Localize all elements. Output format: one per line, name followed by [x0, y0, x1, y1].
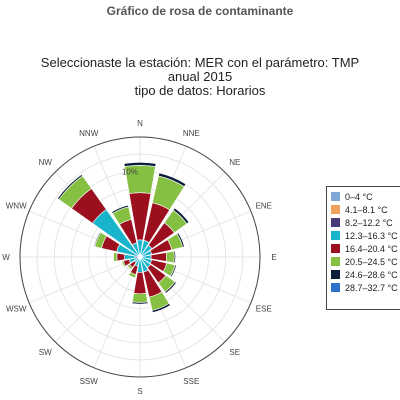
direction-label-nw: NW	[39, 158, 53, 167]
legend-item[interactable]: 28.7–32.7 °C	[331, 281, 400, 294]
legend-swatch	[331, 270, 340, 279]
direction-label-ene: ENE	[256, 202, 272, 211]
direction-label-wsw: WSW	[6, 304, 27, 313]
legend-swatch	[331, 205, 340, 214]
wind-bar-ne-series-6	[172, 207, 190, 225]
legend-item[interactable]: 16.4–20.4 °C	[331, 242, 400, 255]
direction-label-n: N	[137, 119, 143, 128]
direction-label-sw: SW	[39, 348, 52, 357]
legend-item[interactable]: 8.2–12.2 °C	[331, 216, 400, 229]
legend-swatch	[331, 244, 340, 253]
legend-swatch	[331, 192, 340, 201]
wind-bar-n-series-6	[123, 161, 157, 167]
wind-bar-w-series-6	[112, 252, 115, 262]
grid-spoke	[54, 256, 141, 343]
wind-bar-w-series-4	[116, 252, 126, 262]
wind-bar-s-series-6	[131, 301, 149, 305]
legend-label: 24.6–28.6 °C	[345, 269, 398, 280]
direction-label-ese: ESE	[256, 304, 272, 313]
wind-bar-s-series-5	[132, 292, 148, 303]
legend-label: 0–4 °C	[345, 191, 373, 202]
legend-swatch	[331, 257, 340, 266]
direction-label-ssw: SSW	[80, 377, 99, 386]
chart-legend: 0–4 °C 4.1–8.1 °C 8.2–12.2 °C 12.3–16.3 °C 1…	[326, 186, 400, 310]
legend-swatch	[331, 218, 340, 227]
direction-label-nne: NNE	[183, 129, 200, 138]
wind-bar-sse-series-6	[151, 303, 171, 313]
legend-label: 16.4–20.4 °C	[345, 243, 398, 254]
wind-bar-e-series-6	[173, 250, 176, 264]
legend-label: 28.7–32.7 °C	[345, 282, 398, 293]
wind-bar-ssw-series-6	[127, 274, 136, 279]
wind-bar-wnw-series-6	[93, 231, 102, 248]
chart-title-line-1: Seleccionaste la estación: MER con el pa…	[40, 55, 360, 70]
legend-item[interactable]: 4.1–8.1 °C	[331, 203, 400, 216]
legend-item[interactable]: 20.5–24.5 °C	[331, 255, 400, 268]
legend-item[interactable]: 0–4 °C	[331, 190, 400, 203]
legend-label: 8.2–12.2 °C	[345, 217, 393, 228]
direction-label-sse: SSE	[183, 377, 199, 386]
legend-label: 20.5–24.5 °C	[345, 256, 398, 267]
chart-title-line-2: anual 2015	[167, 69, 233, 84]
direction-label-e: E	[271, 253, 276, 262]
legend-item[interactable]: 12.3–16.3 °C	[331, 229, 400, 242]
wind-bar-ese-series-6	[170, 264, 177, 278]
wind-bar-se-series-6	[164, 281, 177, 294]
direction-label-se: SE	[229, 348, 240, 357]
page-title: Gráfico de rosa de contaminante	[106, 4, 294, 18]
wind-bar-w-series-5	[113, 252, 118, 262]
legend-label: 4.1–8.1 °C	[345, 204, 388, 215]
wind-bar-sw-series-6	[126, 265, 132, 271]
wind-bar-e-series-5	[165, 250, 175, 264]
legend-swatch	[331, 283, 340, 292]
legend-item[interactable]: 24.6–28.6 °C	[331, 268, 400, 281]
chart-title-line-3: tipo de datos: Horarios	[134, 83, 266, 98]
chart-title: Seleccionaste la estación: MER con el pa…	[0, 56, 400, 98]
legend-swatch	[331, 231, 340, 240]
legend-label: 12.3–16.3 °C	[345, 230, 398, 241]
direction-label-wnw: WNW	[6, 202, 27, 211]
wind-bar-nnw-series-6	[111, 204, 129, 214]
outer-ring	[19, 136, 261, 378]
radial-tick-label: 10%	[122, 167, 138, 176]
direction-label-ne: NE	[229, 158, 240, 167]
direction-label-w: W	[2, 253, 10, 262]
direction-label-s: S	[137, 387, 142, 396]
direction-label-nnw: NNW	[79, 129, 99, 138]
grid-spoke	[28, 256, 141, 304]
wind-bar-nw-series-6	[57, 174, 83, 200]
wind-bar-ene-series-6	[176, 232, 185, 248]
wind-bar-wsw-series-6	[120, 260, 125, 268]
wind-bar-nne-series-6	[158, 172, 187, 188]
